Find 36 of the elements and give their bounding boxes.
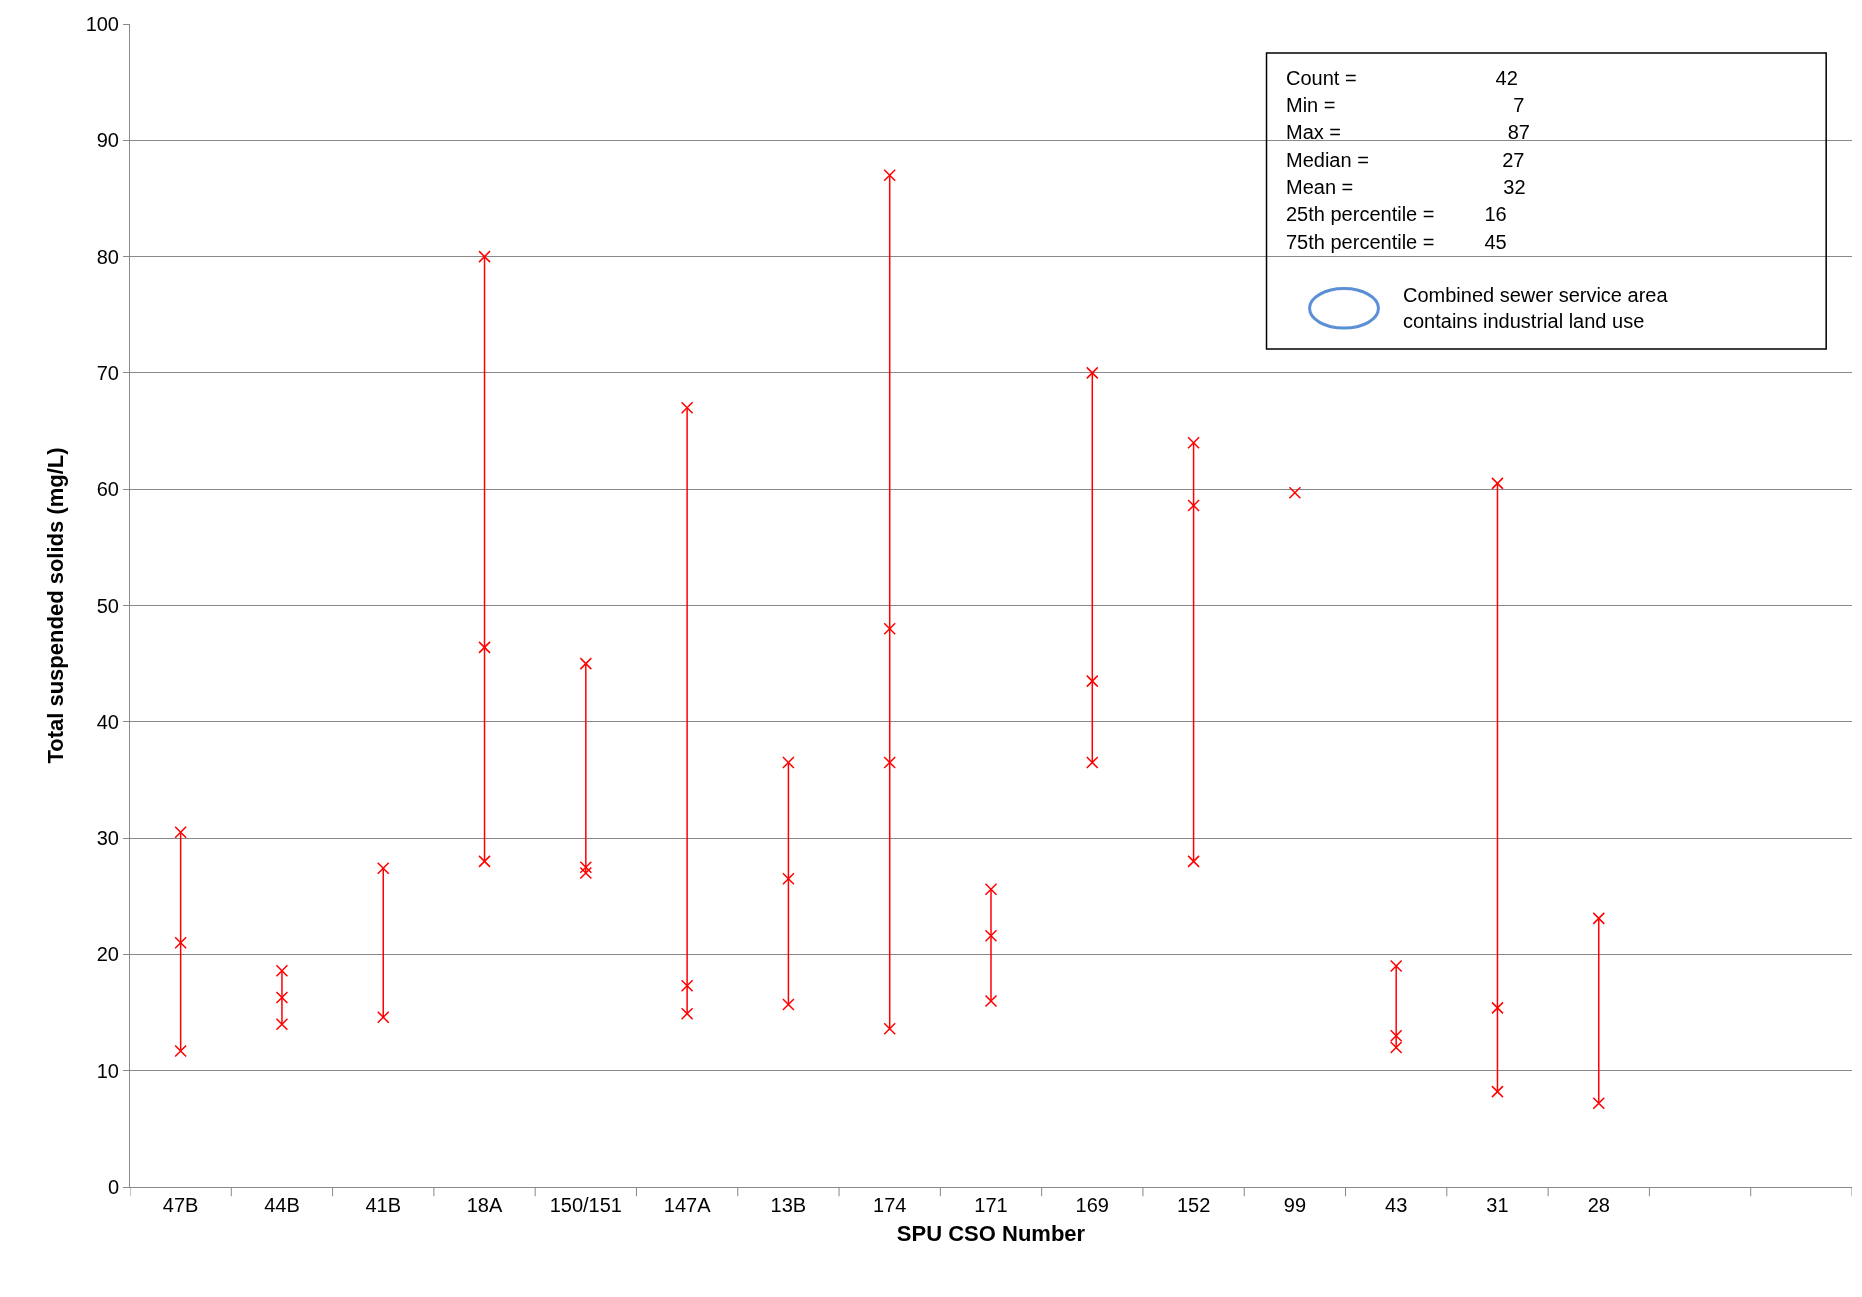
y-tick-label: 10 xyxy=(96,1059,119,1082)
x-axis-title: SPU CSO Number xyxy=(896,1220,1086,1246)
x-tick-label: 31 xyxy=(1486,1194,1509,1216)
x-tick-label: 147A xyxy=(663,1194,712,1216)
y-tick-label: 20 xyxy=(96,943,119,966)
annotation: Median = 27 xyxy=(1286,149,1525,171)
x-tick-label: 13B xyxy=(770,1194,807,1216)
x-tick-label: 174 xyxy=(873,1194,907,1216)
annotation: Combined sewer service area contains industrial land use xyxy=(1403,284,1669,332)
y-tick-label: 80 xyxy=(96,245,119,268)
annotation: Max = 87 xyxy=(1286,121,1530,143)
y-axis-title: Total suspended solids (mg/L) xyxy=(43,447,69,764)
y-tick-label: 100 xyxy=(85,13,119,35)
annotation: 25th percentile = 16 xyxy=(1286,203,1507,225)
y-tick-label: 30 xyxy=(96,827,119,850)
annotation: 75th percentile = 45 xyxy=(1286,231,1507,253)
x-tick-label: 43 xyxy=(1385,1194,1408,1216)
y-tick-label: 70 xyxy=(96,361,119,384)
x-tick-label: 152 xyxy=(1176,1194,1211,1216)
x-tick-label: 150/151 xyxy=(549,1194,622,1216)
x-tick-label: 99 xyxy=(1283,1194,1307,1216)
x-tick-label: 41B xyxy=(365,1194,402,1216)
x-tick-label: 47B xyxy=(162,1194,199,1216)
x-tick-label: 169 xyxy=(1075,1194,1109,1216)
x-tick-label: 171 xyxy=(974,1194,1008,1216)
y-tick-label: 90 xyxy=(96,129,119,152)
y-tick-label: 60 xyxy=(96,478,119,501)
y-tick-label: 40 xyxy=(96,710,119,733)
annotation: Min = 7 xyxy=(1286,94,1525,116)
annotation: Mean = 32 xyxy=(1286,176,1526,198)
x-tick-label: 44B xyxy=(264,1194,300,1216)
y-tick-label: 50 xyxy=(96,594,119,617)
x-tick-label: 28 xyxy=(1587,1194,1610,1216)
annotation: Count = 42 xyxy=(1286,67,1518,89)
y-tick-label: 0 xyxy=(107,1176,119,1198)
x-tick-label: 18A xyxy=(466,1194,503,1216)
